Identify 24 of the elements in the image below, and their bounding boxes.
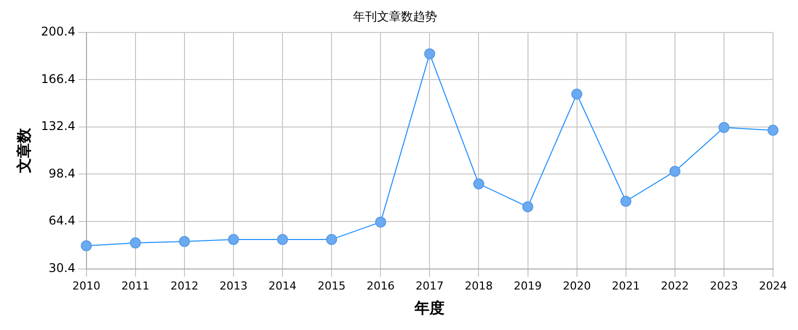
x-tick-label: 2017 [416,279,444,292]
y-tick-label: 98.4 [48,166,76,180]
x-tick-label: 2010 [72,279,100,292]
x-tick-label: 2013 [219,279,248,292]
x-tick-label: 2024 [759,279,788,292]
y-tick-label: 64.4 [48,214,76,228]
y-tick-label: 166.4 [40,72,76,86]
y-axis-title: 文章数 [14,127,33,174]
x-tick-label: 2015 [318,279,346,292]
x-tick-label: 2011 [121,279,150,292]
y-tick-label: 200.4 [40,24,76,39]
x-tick-label: 2023 [710,279,738,292]
chart-title: 年刊文章数趋势 [353,9,437,24]
x-tick-label: 2018 [464,279,493,292]
x-tick-label: 2019 [514,279,542,292]
x-tick-label: 2012 [170,279,198,292]
x-tick-label: 2016 [366,279,395,292]
x-tick-label: 2021 [612,279,640,292]
y-tick-label: 30.4 [48,260,76,275]
x-tick-label: 2020 [562,279,591,292]
y-tick-label: 132.4 [40,119,76,134]
x-tick-label: 2014 [268,279,297,292]
x-tick-label: 2022 [660,279,689,292]
x-axis-title: 年度 [414,298,445,317]
